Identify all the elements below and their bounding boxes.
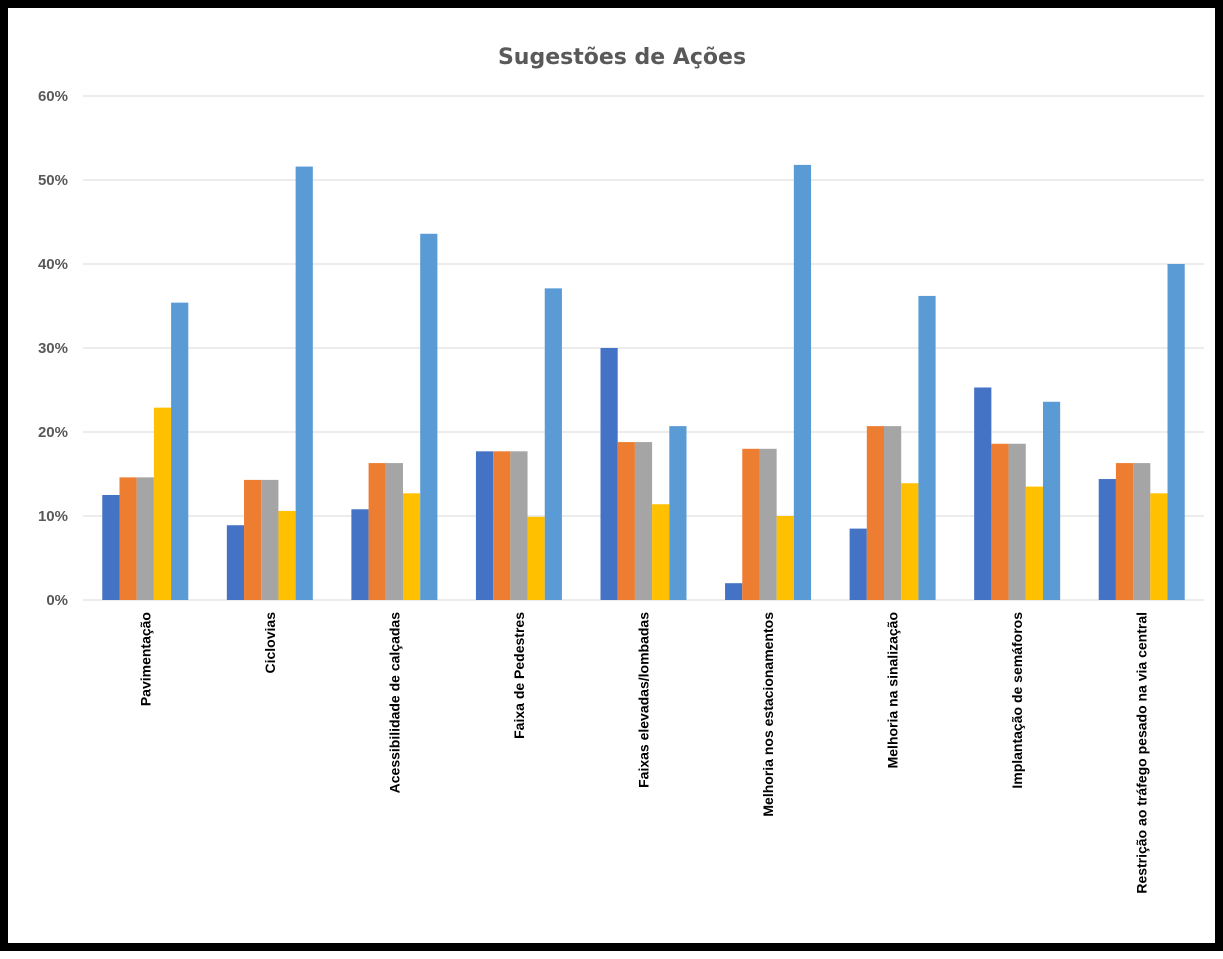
bar — [510, 451, 528, 600]
bar — [849, 528, 867, 600]
bar — [544, 288, 562, 600]
bar — [725, 583, 743, 600]
bar — [884, 426, 902, 600]
bar — [991, 443, 1009, 600]
bar — [652, 504, 670, 600]
bar — [475, 451, 494, 600]
bar — [742, 448, 760, 600]
bar — [385, 463, 403, 600]
bar — [793, 164, 812, 600]
bar — [1167, 264, 1185, 600]
bar — [901, 483, 919, 600]
bar — [278, 510, 296, 600]
bar — [368, 463, 386, 600]
bar — [244, 479, 262, 600]
bar — [171, 302, 189, 600]
bar — [102, 495, 120, 600]
x-axis-ticks: Pavimentação Ciclovias Acessibilidade de c… — [137, 612, 1149, 894]
y-axis-ticks: 0% 10% 20% 30% 40% 50% 60% — [38, 88, 68, 609]
x-tick-label: Melhoria na sinalização — [885, 612, 901, 768]
bar — [136, 477, 154, 600]
bars — [102, 164, 1185, 600]
x-tick-label: Ciclovias — [262, 612, 278, 674]
bar — [1098, 479, 1116, 600]
bar-chart: Sugestões de Ações 0%10%20%30%40%50%60% … — [38, 45, 1204, 894]
x-tick-label: Faixa de Pedestres — [511, 612, 527, 739]
bar — [1133, 463, 1151, 600]
bar — [226, 525, 245, 600]
bar — [351, 509, 369, 600]
bar — [759, 448, 777, 600]
bar — [261, 479, 279, 600]
y-tick-label: 50% — [38, 172, 68, 189]
y-tick-label: 60% — [38, 88, 68, 105]
x-tick-label: Implantação de semáforos — [1009, 612, 1025, 789]
bar — [1025, 486, 1043, 600]
bar — [153, 407, 172, 600]
bar — [669, 426, 687, 600]
bar — [493, 451, 511, 600]
bar — [527, 516, 545, 600]
y-tick-label: 20% — [38, 424, 68, 441]
bar — [420, 233, 438, 600]
x-tick-label: Restrição ao tráfego pesado na via centr… — [1134, 612, 1150, 894]
bar — [866, 426, 885, 600]
bar — [776, 516, 794, 600]
bar — [974, 387, 992, 600]
x-tick-label: Melhoria nos estacionamentos — [760, 612, 776, 817]
bar — [1008, 443, 1026, 600]
y-tick-label: 30% — [38, 340, 68, 357]
y-tick-label: 40% — [38, 256, 68, 273]
chart-title: Sugestões de Ações — [498, 45, 746, 70]
x-tick-label: Faixas elevadas/lombadas — [636, 612, 652, 788]
bar — [295, 166, 313, 600]
bar — [402, 493, 421, 600]
x-tick-label: Pavimentação — [137, 612, 153, 706]
bar — [119, 477, 137, 600]
bar — [1042, 401, 1061, 600]
bar — [1150, 493, 1168, 600]
x-tick-label: Acessibilidade de calçadas — [386, 612, 402, 794]
bar — [1115, 463, 1134, 600]
bar — [918, 295, 936, 600]
bar — [617, 442, 635, 600]
bar — [634, 442, 653, 600]
y-tick-label: 0% — [46, 592, 68, 609]
y-tick-label: 10% — [38, 508, 68, 525]
bar — [600, 348, 618, 600]
